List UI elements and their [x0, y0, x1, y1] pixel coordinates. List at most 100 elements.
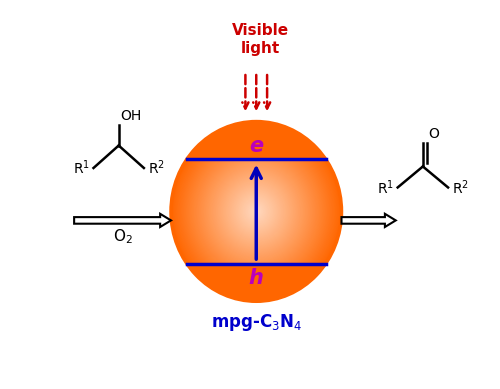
- Ellipse shape: [206, 158, 306, 265]
- Ellipse shape: [212, 164, 301, 259]
- Ellipse shape: [171, 121, 342, 301]
- Ellipse shape: [196, 148, 316, 275]
- Ellipse shape: [230, 183, 283, 240]
- Ellipse shape: [176, 126, 337, 297]
- Ellipse shape: [245, 200, 268, 223]
- Ellipse shape: [220, 172, 293, 251]
- Ellipse shape: [236, 190, 277, 233]
- Ellipse shape: [237, 191, 276, 231]
- Ellipse shape: [217, 170, 296, 252]
- Ellipse shape: [211, 163, 302, 259]
- Ellipse shape: [184, 136, 328, 287]
- Ellipse shape: [202, 154, 311, 269]
- Ellipse shape: [204, 156, 309, 267]
- Ellipse shape: [230, 184, 282, 239]
- FancyArrow shape: [342, 214, 396, 227]
- Ellipse shape: [235, 189, 278, 234]
- FancyArrow shape: [74, 214, 171, 227]
- Ellipse shape: [246, 200, 267, 223]
- Ellipse shape: [216, 170, 296, 253]
- Ellipse shape: [210, 163, 302, 260]
- Ellipse shape: [226, 180, 286, 243]
- Ellipse shape: [250, 205, 262, 217]
- Ellipse shape: [225, 179, 288, 244]
- Ellipse shape: [215, 168, 298, 255]
- Ellipse shape: [223, 176, 290, 247]
- Ellipse shape: [207, 160, 306, 263]
- Ellipse shape: [198, 151, 314, 272]
- Ellipse shape: [206, 159, 306, 264]
- Ellipse shape: [203, 155, 310, 268]
- Ellipse shape: [256, 211, 257, 212]
- Ellipse shape: [228, 181, 284, 241]
- Ellipse shape: [189, 140, 324, 282]
- Ellipse shape: [240, 195, 272, 228]
- Ellipse shape: [176, 127, 336, 296]
- Ellipse shape: [254, 209, 259, 214]
- Ellipse shape: [200, 152, 313, 272]
- Ellipse shape: [222, 175, 291, 248]
- Ellipse shape: [180, 131, 333, 292]
- Ellipse shape: [232, 186, 280, 237]
- Ellipse shape: [244, 198, 269, 225]
- Ellipse shape: [178, 129, 334, 294]
- Ellipse shape: [233, 187, 280, 236]
- Ellipse shape: [246, 201, 266, 222]
- Ellipse shape: [248, 203, 264, 220]
- Ellipse shape: [202, 154, 310, 268]
- Ellipse shape: [186, 138, 326, 285]
- Ellipse shape: [198, 150, 314, 273]
- Ellipse shape: [188, 139, 325, 284]
- Ellipse shape: [210, 162, 303, 261]
- Text: R$^2$: R$^2$: [148, 159, 164, 177]
- Ellipse shape: [226, 179, 287, 244]
- Polygon shape: [187, 122, 326, 159]
- Ellipse shape: [208, 161, 304, 261]
- Ellipse shape: [200, 152, 312, 271]
- Ellipse shape: [214, 166, 299, 256]
- Ellipse shape: [220, 174, 292, 249]
- Ellipse shape: [218, 172, 294, 251]
- Ellipse shape: [252, 206, 261, 217]
- Ellipse shape: [238, 192, 275, 231]
- Ellipse shape: [228, 182, 284, 241]
- Text: O$_2$: O$_2$: [112, 228, 132, 246]
- Ellipse shape: [191, 142, 322, 280]
- Ellipse shape: [204, 157, 308, 266]
- Ellipse shape: [208, 161, 304, 262]
- Ellipse shape: [222, 175, 290, 247]
- Ellipse shape: [238, 193, 274, 230]
- Ellipse shape: [240, 194, 272, 229]
- Text: h: h: [249, 268, 264, 288]
- Ellipse shape: [186, 137, 326, 286]
- Ellipse shape: [227, 181, 286, 242]
- Ellipse shape: [213, 166, 300, 257]
- Ellipse shape: [182, 133, 331, 290]
- Ellipse shape: [172, 123, 340, 300]
- Ellipse shape: [194, 145, 319, 277]
- Ellipse shape: [218, 171, 294, 252]
- Ellipse shape: [173, 124, 340, 299]
- Ellipse shape: [248, 202, 265, 221]
- Ellipse shape: [224, 178, 288, 245]
- Text: e: e: [249, 136, 264, 156]
- Ellipse shape: [252, 207, 260, 216]
- Ellipse shape: [242, 196, 271, 227]
- Ellipse shape: [230, 184, 282, 238]
- Ellipse shape: [183, 134, 330, 289]
- Ellipse shape: [182, 133, 330, 289]
- Ellipse shape: [216, 169, 296, 254]
- Ellipse shape: [195, 147, 318, 276]
- Ellipse shape: [236, 191, 276, 232]
- Ellipse shape: [243, 197, 270, 226]
- Ellipse shape: [190, 141, 323, 282]
- Ellipse shape: [242, 196, 270, 226]
- Ellipse shape: [247, 202, 266, 221]
- Ellipse shape: [212, 165, 300, 258]
- Text: R$^1$: R$^1$: [72, 159, 90, 177]
- Ellipse shape: [192, 144, 320, 279]
- Ellipse shape: [172, 122, 341, 301]
- Ellipse shape: [198, 149, 315, 273]
- Polygon shape: [187, 263, 326, 301]
- Ellipse shape: [220, 173, 292, 250]
